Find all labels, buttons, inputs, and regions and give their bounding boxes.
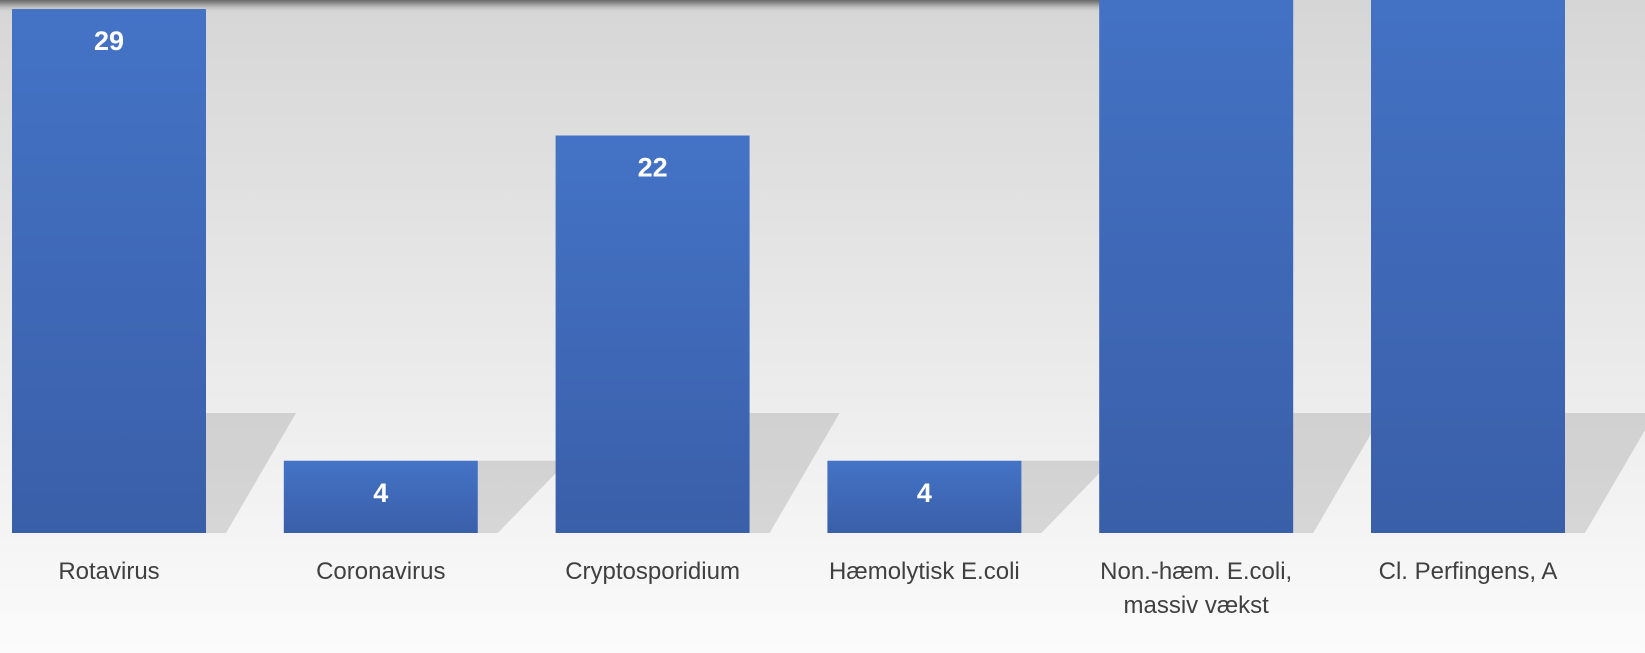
data-label: 4	[373, 478, 388, 508]
data-label: 32	[1453, 0, 1483, 2]
bar-shadow	[1021, 460, 1112, 533]
bar	[827, 460, 1022, 533]
bar-shadow	[1293, 413, 1384, 533]
x-tick-label: Hæmolytisk E.coli	[829, 558, 1020, 585]
bar-shadow	[477, 460, 568, 533]
bar	[283, 460, 478, 533]
x-tick-label: Non.-hæm. E.coli, massiv vækst	[1100, 558, 1293, 619]
bar	[1099, 0, 1294, 534]
bar	[1371, 0, 1565, 534]
bar-shadow	[749, 413, 840, 533]
bar	[555, 135, 750, 533]
bar-shadow	[206, 413, 296, 533]
bar-shadow	[1565, 413, 1645, 533]
x-tick-label: Cl. Perfingens, A	[1378, 558, 1558, 585]
bar	[12, 9, 206, 534]
data-label: 22	[638, 153, 668, 183]
x-tick-label: Rotavirus	[58, 558, 160, 585]
data-label: 32	[1181, 0, 1211, 2]
x-tick-label: Coronavirus	[316, 558, 446, 585]
x-tick-label: Cryptosporidium	[565, 558, 740, 585]
data-label: 29	[94, 26, 124, 56]
data-label: 4	[917, 478, 932, 508]
